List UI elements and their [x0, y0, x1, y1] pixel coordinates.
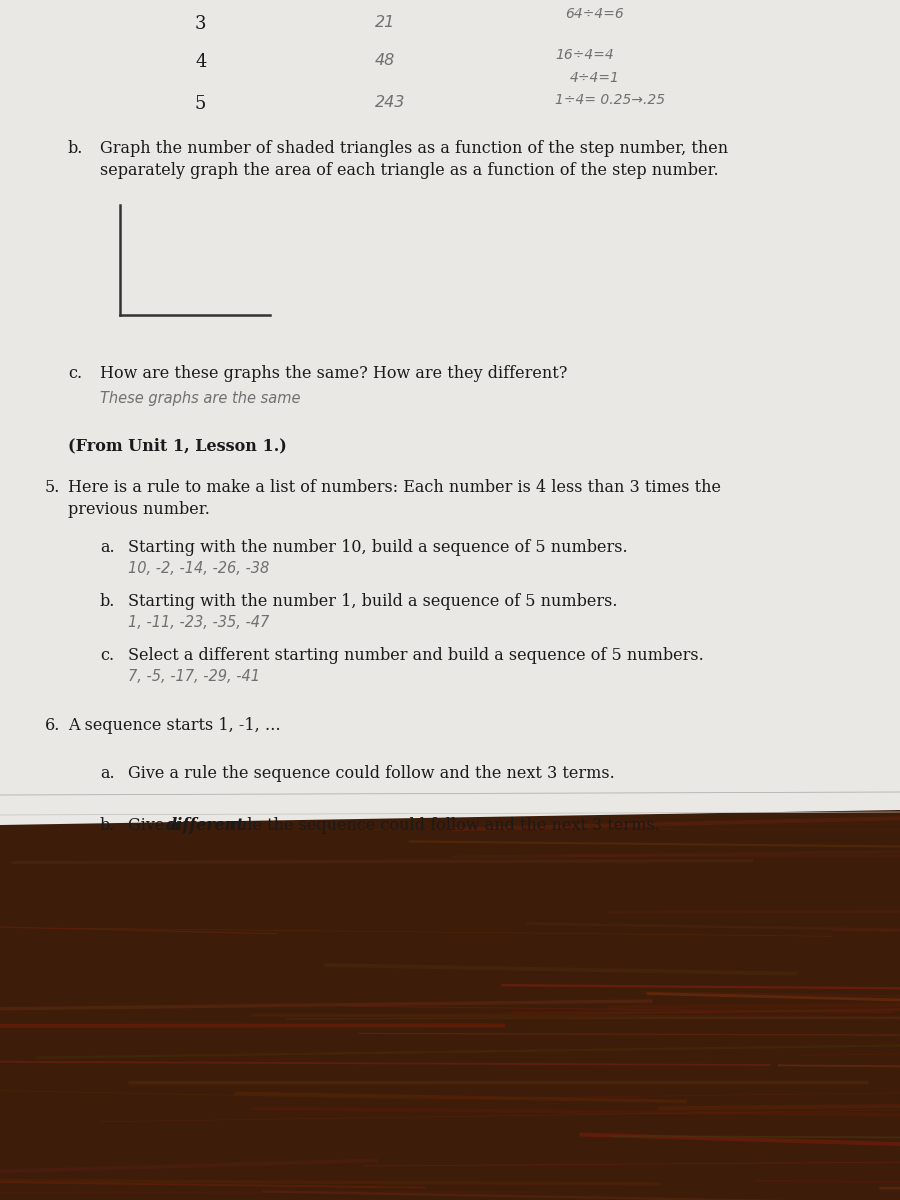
Text: Give a: Give a	[128, 817, 184, 834]
Text: Starting with the number 1, build a sequence of 5 numbers.: Starting with the number 1, build a sequ…	[128, 593, 617, 610]
Text: b.: b.	[100, 817, 115, 834]
Text: (From Unit 1, Lesson 1.): (From Unit 1, Lesson 1.)	[68, 437, 287, 454]
Text: 5.: 5.	[45, 479, 60, 496]
Text: 3: 3	[195, 14, 206, 32]
Text: These graphs are the same: These graphs are the same	[100, 391, 301, 406]
Text: separately graph the area of each triangle as a function of the step number.: separately graph the area of each triang…	[100, 162, 718, 179]
Text: different: different	[166, 817, 245, 834]
Text: 6.: 6.	[45, 716, 60, 734]
Text: c.: c.	[100, 647, 114, 664]
Text: A sequence starts 1, -1, …: A sequence starts 1, -1, …	[68, 716, 281, 734]
Text: Graph the number of shaded triangles as a function of the step number, then: Graph the number of shaded triangles as …	[100, 140, 728, 157]
Text: b.: b.	[68, 140, 84, 157]
Text: 48: 48	[375, 53, 395, 68]
Text: b.: b.	[100, 593, 115, 610]
Text: previous number.: previous number.	[68, 502, 210, 518]
Text: Give a rule the sequence could follow and the next 3 terms.: Give a rule the sequence could follow an…	[128, 766, 615, 782]
Text: 4: 4	[195, 53, 206, 71]
Text: 4÷4=1: 4÷4=1	[570, 71, 620, 85]
Text: 64÷4=6: 64÷4=6	[565, 7, 624, 20]
Text: c.: c.	[68, 365, 82, 382]
Text: 1, -11, -23, -35, -47: 1, -11, -23, -35, -47	[128, 614, 269, 630]
Text: a.: a.	[100, 766, 114, 782]
Text: How are these graphs the same? How are they different?: How are these graphs the same? How are t…	[100, 365, 567, 382]
Text: Here is a rule to make a list of numbers: Each number is 4 less than 3 times the: Here is a rule to make a list of numbers…	[68, 479, 721, 496]
Text: rule the sequence could follow and the next 3 terms.: rule the sequence could follow and the n…	[224, 817, 660, 834]
Text: 5: 5	[195, 95, 206, 113]
Polygon shape	[0, 0, 900, 826]
Text: 16÷4=4: 16÷4=4	[555, 48, 614, 62]
Text: 1÷4= 0.25→.25: 1÷4= 0.25→.25	[555, 92, 665, 107]
Text: 7, -5, -17, -29, -41: 7, -5, -17, -29, -41	[128, 670, 260, 684]
Text: 21: 21	[375, 14, 395, 30]
Text: a.: a.	[100, 539, 114, 556]
Text: Select a different starting number and build a sequence of 5 numbers.: Select a different starting number and b…	[128, 647, 704, 664]
Text: 243: 243	[375, 95, 405, 110]
Text: Starting with the number 10, build a sequence of 5 numbers.: Starting with the number 10, build a seq…	[128, 539, 627, 556]
Text: 10, -2, -14, -26, -38: 10, -2, -14, -26, -38	[128, 560, 269, 576]
